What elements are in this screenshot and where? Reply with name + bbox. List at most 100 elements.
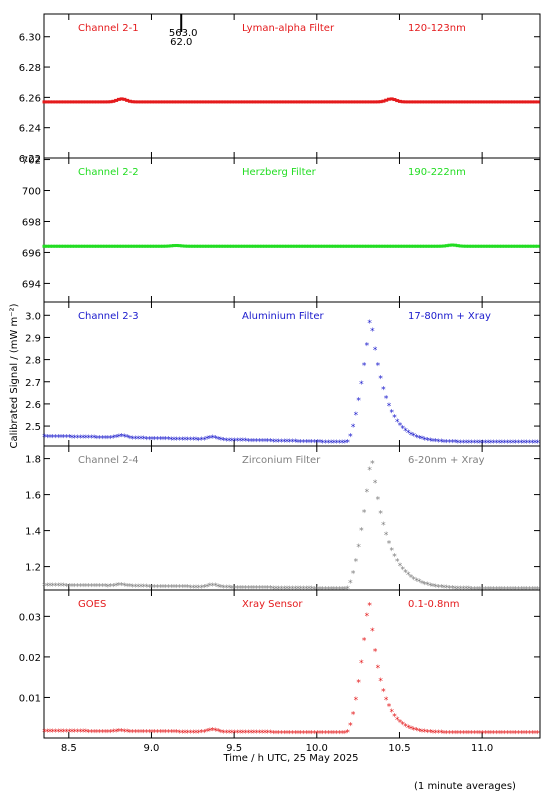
data-point: *	[243, 729, 248, 739]
data-point	[235, 100, 240, 104]
data-point	[238, 100, 243, 104]
data-point: *	[161, 436, 166, 446]
data-point	[282, 100, 287, 104]
data-point: *	[254, 437, 259, 447]
data-point	[180, 100, 185, 104]
data-point	[362, 244, 367, 248]
data-point: *	[458, 439, 463, 449]
data-point	[386, 244, 391, 248]
data-point	[312, 244, 317, 248]
data-point	[524, 100, 529, 104]
data-point: *	[315, 730, 320, 740]
data-point: *	[420, 579, 425, 589]
data-point: *	[497, 730, 502, 740]
panel-frame	[43, 301, 541, 447]
data-point: *	[502, 730, 507, 740]
data-point: *	[420, 435, 425, 445]
data-point: *	[106, 434, 111, 444]
data-point	[185, 244, 190, 248]
data-point	[359, 244, 364, 248]
data-point: *	[144, 729, 149, 739]
data-point: *	[92, 728, 97, 738]
data-point	[375, 244, 380, 248]
data-point	[56, 244, 61, 248]
data-point: *	[119, 433, 124, 443]
data-point: *	[243, 584, 248, 594]
data-point: *	[100, 728, 105, 738]
data-point	[364, 100, 369, 104]
data-point	[475, 244, 480, 248]
data-point	[406, 244, 411, 248]
data-point: *	[97, 583, 102, 593]
panel-frame	[43, 13, 541, 159]
data-point: *	[42, 582, 47, 592]
data-point: *	[141, 729, 146, 739]
filter-label: Zirconium Filter	[242, 455, 321, 466]
data-point: *	[403, 569, 408, 579]
data-point	[477, 100, 482, 104]
data-point	[425, 100, 430, 104]
data-point	[464, 244, 469, 248]
data-point: *	[166, 584, 171, 594]
data-point	[163, 100, 168, 104]
data-point: *	[524, 586, 529, 596]
data-point: *	[304, 438, 309, 448]
data-point: *	[409, 573, 414, 583]
x-axis-title: Time / h UTC, 25 May 2025	[222, 753, 358, 764]
data-point: *	[276, 729, 281, 739]
data-point: *	[447, 729, 452, 739]
data-point: *	[147, 729, 152, 739]
data-point: *	[340, 730, 345, 740]
data-point: *	[323, 730, 328, 740]
panel-4: 1.2 1.4 1.6 1.8 Channel 2-4 Zirconium Filter 6…	[25, 445, 541, 596]
data-point	[86, 100, 91, 104]
data-point	[323, 100, 328, 104]
data-point	[326, 244, 331, 248]
data-point	[505, 244, 510, 248]
data-point	[158, 244, 163, 248]
data-point: *	[133, 728, 138, 738]
data-point	[309, 100, 314, 104]
data-point	[70, 100, 75, 104]
data-point	[439, 100, 444, 104]
data-point: *	[450, 729, 455, 739]
data-point: *	[125, 434, 130, 444]
data-series	[42, 97, 540, 104]
data-point	[111, 244, 116, 248]
data-point: *	[73, 434, 78, 444]
data-point: *	[472, 439, 477, 449]
data-point	[180, 244, 185, 248]
data-point: *	[362, 362, 367, 372]
data-point: *	[285, 438, 290, 448]
data-point: *	[219, 436, 224, 446]
band-label: 6-20nm + Xray	[408, 455, 485, 466]
data-point	[279, 100, 284, 104]
data-point	[392, 244, 397, 248]
data-point	[127, 99, 132, 103]
data-point: *	[442, 729, 447, 739]
data-point	[136, 100, 141, 104]
data-point	[466, 244, 471, 248]
data-point: *	[205, 583, 210, 593]
data-point: *	[59, 582, 64, 592]
data-point: *	[89, 728, 94, 738]
data-point: *	[502, 439, 507, 449]
data-point	[232, 100, 237, 104]
data-point	[455, 244, 460, 248]
data-point	[494, 100, 499, 104]
data-point	[483, 100, 488, 104]
data-point	[389, 97, 394, 101]
data-point: *	[84, 583, 89, 593]
data-point	[535, 244, 540, 248]
data-point: *	[434, 438, 439, 448]
data-point	[488, 100, 493, 104]
data-point: *	[337, 586, 342, 596]
data-series: ****************************************…	[42, 602, 540, 740]
data-point: *	[299, 438, 304, 448]
data-point	[53, 100, 58, 104]
data-point: *	[108, 728, 113, 738]
marker-annotation: 563.0 62.0	[169, 14, 198, 48]
data-point: *	[323, 439, 328, 449]
data-point	[497, 100, 502, 104]
data-point: *	[500, 586, 505, 596]
